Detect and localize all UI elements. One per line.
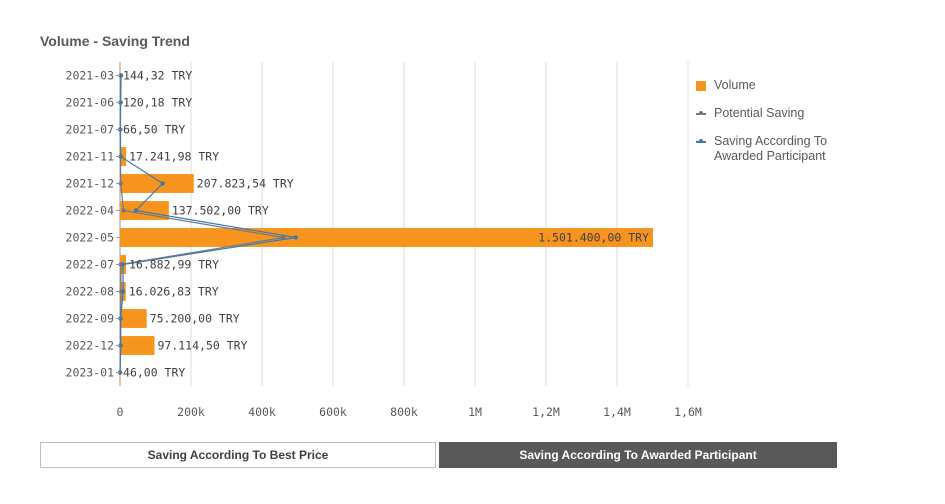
bar-value-label: 75.200,00 TRY	[150, 312, 240, 326]
x-tick-label: 800k	[390, 405, 418, 419]
bar-value-label: 120,18 TRY	[123, 96, 192, 110]
chart-legend: Volume Potential Saving Saving According…	[696, 78, 876, 177]
y-tick-label: 2021-11	[66, 150, 115, 164]
volume-bar	[120, 174, 194, 193]
bar-value-label: 17.241,98 TRY	[129, 150, 219, 164]
awarded-saving-point	[120, 262, 126, 267]
awarded-saving-point	[118, 316, 123, 321]
bar-value-label: 16.026,83 TRY	[129, 285, 219, 299]
awarded-saving-point	[118, 100, 123, 105]
awarded-saving-point	[118, 127, 123, 132]
awarded-saving-point	[293, 235, 298, 240]
x-tick-label: 0	[117, 405, 124, 419]
volume-bar	[120, 201, 169, 220]
legend-item-potential-saving[interactable]: Potential Saving	[696, 106, 876, 121]
data-labels: 144,32 TRY 120,18 TRY 66,50 TRY 17.241,98 T…	[123, 69, 649, 380]
y-tick-label: 2022-04	[66, 204, 115, 218]
y-tick-label: 2022-12	[66, 339, 114, 353]
bar-value-label: 137.502,00 TRY	[172, 204, 269, 218]
bar-value-label: 46,00 TRY	[123, 366, 185, 380]
x-tick-label: 400k	[248, 405, 276, 419]
volume-bar	[120, 309, 147, 328]
x-tick-label: 600k	[319, 405, 347, 419]
awarded-saving-point	[133, 208, 139, 213]
saving-lines	[117, 73, 298, 375]
legend-swatch-volume	[696, 81, 706, 91]
volume-bar	[120, 147, 127, 166]
bar-value-label: 66,50 TRY	[123, 123, 185, 137]
awarded-saving-point	[117, 370, 123, 375]
y-tick-label: 2022-05	[66, 231, 114, 245]
bar-value-label: 144,32 TRY	[123, 69, 192, 83]
y-tick-label: 2021-03	[66, 69, 115, 83]
y-tick-label: 2021-06	[66, 96, 115, 110]
chart-title: Volume - Saving Trend	[40, 33, 190, 49]
y-tick-label: 2022-08	[66, 285, 115, 299]
x-tick-label: 1,6M	[674, 405, 702, 419]
awarded-saving-point	[160, 181, 165, 186]
bar-value-label: 97.114,50 TRY	[157, 339, 247, 353]
grid-lines	[119, 62, 689, 386]
legend-item-volume[interactable]: Volume	[696, 78, 876, 93]
legend-label-awarded-saving: Saving According To Awarded Participant	[714, 134, 828, 163]
potential-saving-point	[118, 181, 123, 186]
y-tick-label: 2022-09	[66, 312, 115, 326]
y-tick-label: 2021-12	[66, 177, 114, 191]
legend-label-potential-saving: Potential Saving	[714, 106, 805, 120]
volume-bar	[120, 336, 155, 355]
best-price-button[interactable]: Saving According To Best Price	[40, 442, 436, 468]
volume-saving-chart: 144,32 TRY 120,18 TRY 66,50 TRY 17.241,98 T…	[66, 62, 702, 419]
x-tick-label: 1M	[468, 405, 482, 419]
bar-value-label: 16.882,99 TRY	[129, 258, 219, 272]
legend-item-awarded-saving[interactable]: Saving According To Awarded Participant	[696, 134, 876, 164]
awarded-saving-point	[118, 73, 124, 78]
y-axis: 2021-03 2021-06 2021-07 2021-11 2021-12 2022-…	[66, 69, 120, 380]
potential-saving-point	[121, 208, 126, 213]
x-tick-label: 1,4M	[603, 405, 631, 419]
potential-saving-line	[119, 75, 284, 373]
awarded-participant-button[interactable]: Saving According To Awarded Participant	[439, 442, 837, 468]
x-tick-label: 200k	[177, 405, 205, 419]
legend-swatch-awarded-saving	[696, 139, 706, 143]
awarded-saving-point	[120, 289, 126, 294]
bar-value-label: 207.823,54 TRY	[197, 177, 294, 191]
awarded-saving-line	[119, 75, 296, 373]
y-tick-label: 2023-01	[66, 366, 115, 380]
x-axis: 0 200k 400k 600k 800k 1M 1,2M 1,4M 1,6M	[117, 405, 702, 419]
bar-value-label: 1.501.400,00 TRY	[538, 231, 649, 245]
potential-saving-point	[281, 235, 286, 240]
legend-swatch-potential-saving	[696, 111, 706, 115]
x-tick-label: 1,2M	[532, 405, 560, 419]
awarded-saving-point	[118, 154, 123, 159]
legend-label-volume: Volume	[714, 78, 756, 92]
y-tick-label: 2022-07	[66, 258, 115, 272]
y-tick-label: 2021-07	[66, 123, 115, 137]
awarded-saving-point	[118, 343, 123, 348]
